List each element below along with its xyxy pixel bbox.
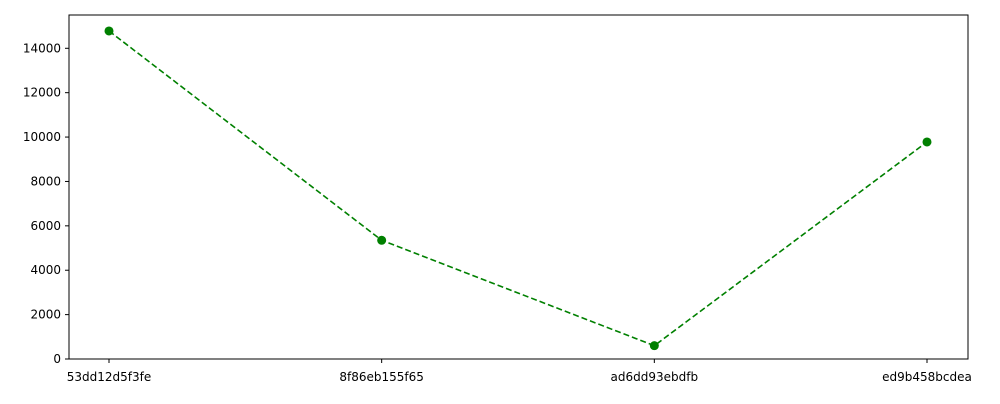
- x-axis-ticks: 53dd12d5f3fe 8f86eb155f65 ad6dd93ebdfb ed9b…: [67, 359, 972, 384]
- data-point: [377, 235, 387, 245]
- series-line: [108, 30, 928, 347]
- y-tick-label: 12000: [23, 86, 61, 100]
- x-tick-label: ed9b458bcdea: [882, 370, 972, 384]
- y-tick-label: 8000: [30, 174, 61, 188]
- y-tick-label: 10000: [23, 130, 61, 144]
- y-tick-label: 2000: [30, 308, 61, 322]
- x-tick-label: ad6dd93ebdfb: [611, 370, 699, 384]
- x-tick-label: 8f86eb155f65: [339, 370, 424, 384]
- data-point: [922, 137, 932, 147]
- y-tick-label: 6000: [30, 219, 61, 233]
- y-tick-label: 4000: [30, 263, 61, 277]
- plot-area-frame: [68, 14, 969, 360]
- y-axis-ticks: 0 2000 4000 6000 8000 10000 12000 14000: [23, 41, 69, 366]
- x-tick-label: 53dd12d5f3fe: [67, 370, 152, 384]
- series-layer: [104, 26, 932, 351]
- y-tick-label: 14000: [23, 41, 61, 55]
- y-tick-label: 0: [53, 352, 61, 366]
- data-point: [104, 26, 114, 36]
- data-point: [649, 341, 659, 351]
